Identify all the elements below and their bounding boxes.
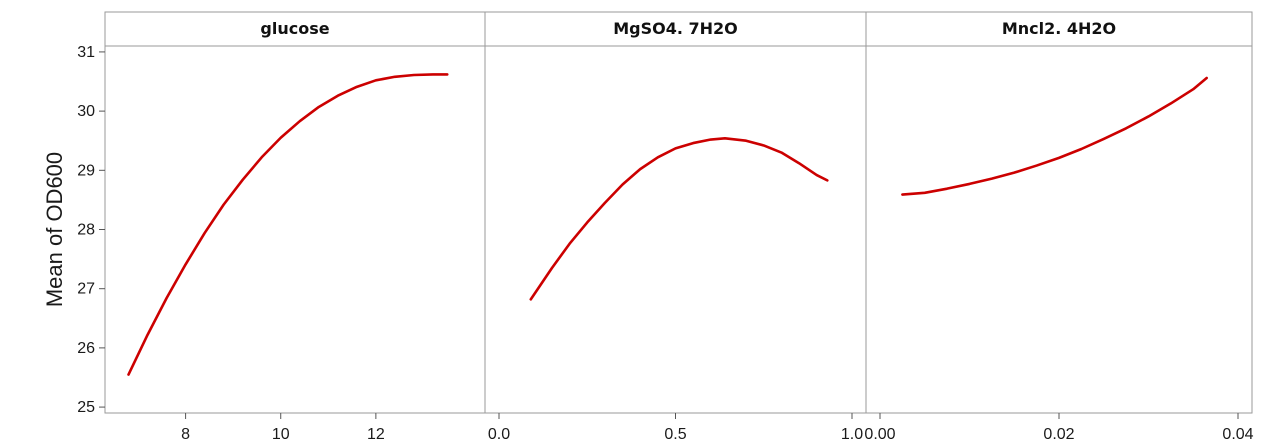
plot-border xyxy=(104,11,1253,414)
x-tick-label: 8 xyxy=(181,426,190,443)
x-tick-label: 0.02 xyxy=(1043,426,1074,443)
panel-title: Mncl2. 4H2O xyxy=(1002,19,1116,38)
panel-title: glucose xyxy=(260,19,329,38)
series-line xyxy=(529,137,829,301)
y-tick-label: 28 xyxy=(77,222,95,239)
x-tick-label: 0.04 xyxy=(1222,426,1253,443)
y-tick-label: 25 xyxy=(77,399,95,416)
series-line xyxy=(901,76,1208,196)
y-tick-label: 27 xyxy=(77,281,95,298)
series-layer xyxy=(127,73,1208,376)
y-axis-title: Mean of OD600 xyxy=(42,152,67,307)
x-tick-label: 0.00 xyxy=(864,426,895,443)
y-tick-label: 30 xyxy=(77,103,95,120)
panel-title: MgSO4. 7H2O xyxy=(613,19,738,38)
x-tick-label: 12 xyxy=(367,426,385,443)
y-tick-label: 26 xyxy=(77,340,95,357)
y-tick-label: 29 xyxy=(77,162,95,179)
x-tick-label: 10 xyxy=(272,426,290,443)
series-line xyxy=(127,73,449,376)
x-tick-label: 1.0 xyxy=(841,426,863,443)
x-tick-label: 0.5 xyxy=(664,426,686,443)
y-tick-label: 31 xyxy=(77,44,95,61)
x-tick-label: 0.0 xyxy=(488,426,510,443)
axes: 25 26 27 28 29 30 31 glucose 8 10 12 MgSO4. 7H2O 0.0… xyxy=(77,19,1253,443)
plot-frame xyxy=(104,11,1253,414)
